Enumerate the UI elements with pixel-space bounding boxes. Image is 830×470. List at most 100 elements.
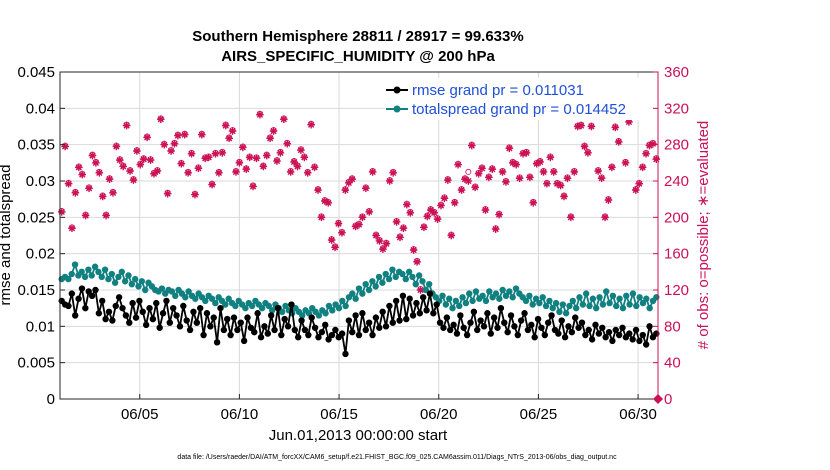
rmse-point: [291, 326, 299, 334]
rmse-point: [561, 334, 569, 341]
obs-evaluated-stroke: [431, 209, 438, 216]
rmse-point: [541, 331, 549, 339]
obs-evaluated-marker: [556, 181, 565, 190]
legend-totalspread-label: totalspread grand pr = 0.014452: [412, 101, 626, 118]
obs-evaluated-stroke: [577, 122, 585, 129]
obs-evaluated-marker: [191, 190, 199, 199]
y-right-tick-label: 160: [664, 246, 689, 263]
obs-evaluated-marker: [368, 168, 377, 176]
totalspread-point: [546, 297, 553, 305]
obs-evaluated-stroke: [65, 180, 72, 187]
obs-evaluated-stroke: [102, 212, 110, 219]
obs-evaluated-marker: [133, 147, 141, 155]
obs-evaluated-marker: [471, 183, 479, 192]
obs-evaluated-marker: [338, 228, 346, 237]
rmse-point: [572, 314, 579, 321]
obs-evaluated-marker: [379, 245, 387, 253]
totalspread-point: [322, 310, 329, 317]
rmse-point: [85, 288, 92, 295]
obs-evaluated-stroke: [615, 138, 622, 146]
rmse-point: [582, 331, 589, 339]
obs-evaluated-stroke: [140, 156, 147, 163]
obs-evaluated-marker: [160, 140, 169, 149]
rmse-point: [514, 331, 521, 339]
obs-evaluated-marker: [170, 139, 179, 148]
obs-evaluated-stroke: [184, 169, 192, 176]
obs-evaluated-stroke: [560, 193, 568, 200]
rmse-point: [565, 323, 572, 330]
y-axis-right-label: # of obs: o=possible; ∗=evaluated: [695, 121, 712, 350]
obs-evaluated-marker: [204, 153, 213, 162]
rmse-point: [92, 286, 99, 294]
rmse-point: [477, 317, 484, 324]
obs-evaluated-stroke: [318, 214, 325, 221]
obs-evaluated-stroke: [410, 246, 417, 254]
obs-evaluated-marker: [362, 184, 370, 193]
totalspread-point: [208, 295, 216, 302]
obs-evaluated-marker: [638, 163, 647, 172]
obs-evaluated-marker: [348, 175, 356, 183]
totalspread-point: [121, 278, 129, 285]
obs-evaluated-stroke: [116, 156, 123, 164]
totalspread-point: [462, 299, 470, 307]
obs-evaluated-marker: [529, 199, 538, 207]
obs-evaluated-marker: [515, 174, 524, 183]
rmse-point: [440, 324, 447, 331]
y-left-tick-label: 0.01: [26, 318, 55, 335]
obs-evaluated-stroke: [120, 163, 127, 170]
totalspread-point: [365, 286, 373, 294]
rmse-point: [558, 317, 565, 324]
obs-evaluated-marker: [68, 224, 76, 233]
rmse-point: [234, 326, 241, 334]
rmse-point: [115, 294, 123, 301]
obs-evaluated-marker: [98, 192, 107, 201]
y-right-tick-label: 80: [664, 318, 681, 335]
obs-evaluated-stroke: [502, 178, 510, 186]
obs-evaluated-marker: [153, 167, 162, 175]
obs-evaluated-marker: [85, 184, 93, 193]
totalspread-point: [472, 288, 480, 295]
rmse-point: [409, 312, 417, 319]
obs-evaluated-marker: [365, 208, 374, 216]
rmse-point: [609, 337, 616, 345]
totalspread-point: [616, 295, 623, 302]
totalspread-point: [422, 286, 430, 294]
rmse-point: [338, 330, 346, 337]
totalspread-point: [556, 308, 563, 315]
obs-evaluated-marker: [649, 139, 657, 148]
totalspread-point: [225, 295, 232, 302]
y-right-tick-label: 280: [664, 137, 689, 154]
obs-evaluated-stroke: [454, 161, 462, 168]
totalspread-point: [172, 292, 179, 300]
obs-evaluated-marker: [297, 146, 305, 154]
rmse-point: [379, 308, 386, 315]
obs-evaluated-marker: [167, 147, 175, 155]
rmse-point: [595, 330, 603, 337]
rmse-point: [528, 321, 535, 329]
rmse-point: [88, 292, 96, 300]
obs-evaluated-marker: [392, 218, 401, 226]
obs-evaluated-stroke: [372, 232, 380, 239]
obs-evaluated-stroke: [434, 215, 441, 223]
rmse-point: [257, 334, 265, 341]
totalspread-point: [98, 273, 105, 281]
rmse-point: [376, 324, 383, 331]
totalspread-point: [375, 273, 383, 281]
obs-evaluated-marker: [109, 189, 117, 197]
totalspread-point: [572, 304, 580, 312]
obs-evaluated-marker: [119, 162, 128, 171]
totalspread-point: [402, 275, 409, 283]
rmse-point: [75, 295, 82, 302]
rmse-point: [227, 331, 234, 339]
obs-evaluated-stroke: [355, 221, 363, 228]
totalspread-point: [125, 272, 132, 279]
obs-evaluated-marker: [587, 122, 596, 131]
obs-evaluated-stroke: [284, 140, 291, 147]
x-axis: 06/05 06/10 06/15 06/20 06/25 06/30: [121, 394, 657, 423]
rmse-point: [642, 341, 650, 348]
rmse-point: [639, 331, 646, 339]
totalspread-point: [335, 304, 343, 312]
legend-background: [385, 78, 653, 120]
obs-evaluated-marker: [252, 154, 261, 163]
totalspread-point: [369, 278, 376, 285]
